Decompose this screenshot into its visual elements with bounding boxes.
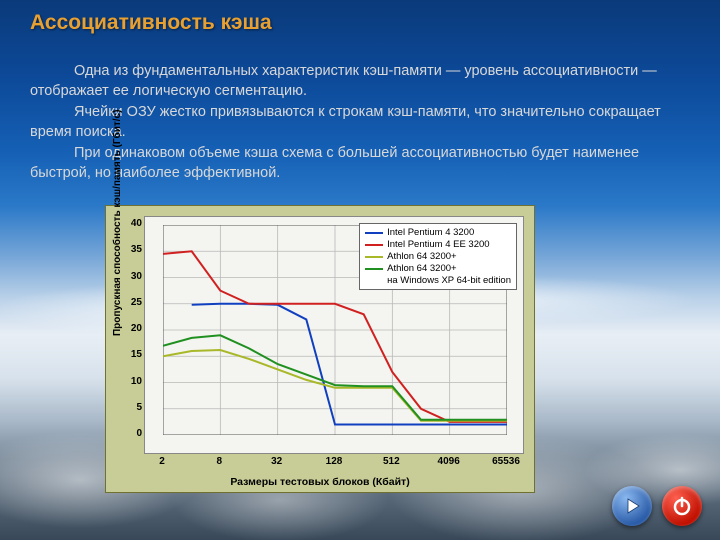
y-tick-label: 5 xyxy=(128,402,142,413)
x-axis-label: Размеры тестовых блоков (Кбайт) xyxy=(106,476,534,488)
y-tick-label: 15 xyxy=(128,349,142,360)
chart-plot-area: Intel Pentium 4 3200Intel Pentium 4 EE 3… xyxy=(144,216,524,454)
play-button[interactable] xyxy=(612,486,652,526)
legend-label: Athlon 64 3200+ xyxy=(387,251,456,263)
legend-swatch xyxy=(365,244,383,246)
x-tick-label: 4096 xyxy=(429,456,469,467)
legend-label: Intel Pentium 4 EE 3200 xyxy=(387,239,489,251)
paragraph: При одинаковом объеме кэша схема с больш… xyxy=(30,144,680,183)
legend-label: Intel Pentium 4 3200 xyxy=(387,227,474,239)
chart-frame: Пропускная способность кэш/память (Гбит/… xyxy=(105,205,535,493)
chart-legend: Intel Pentium 4 3200Intel Pentium 4 EE 3… xyxy=(359,223,517,290)
legend-swatch xyxy=(365,232,383,234)
paragraph: Одна из фундаментальных характеристик кэ… xyxy=(30,62,680,101)
legend-swatch xyxy=(365,256,383,258)
paragraph: Ячейки ОЗУ жестко привязываются к строка… xyxy=(30,103,680,142)
power-icon xyxy=(671,495,693,517)
play-icon xyxy=(622,496,642,516)
y-tick-label: 30 xyxy=(128,271,142,282)
x-tick-label: 32 xyxy=(257,456,297,467)
y-tick-label: 40 xyxy=(128,218,142,229)
legend-item: Athlon 64 3200+ xyxy=(365,263,511,275)
x-tick-label: 8 xyxy=(199,456,239,467)
legend-item: Intel Pentium 4 EE 3200 xyxy=(365,239,511,251)
power-button[interactable] xyxy=(662,486,702,526)
legend-item: на Windows XP 64-bit edition xyxy=(365,275,511,287)
y-tick-label: 10 xyxy=(128,376,142,387)
x-tick-label: 512 xyxy=(371,456,411,467)
legend-label: Athlon 64 3200+ xyxy=(387,263,456,275)
legend-label: на Windows XP 64-bit edition xyxy=(387,275,511,287)
y-tick-label: 20 xyxy=(128,323,142,334)
x-tick-label: 2 xyxy=(142,456,182,467)
y-tick-label: 35 xyxy=(128,244,142,255)
legend-item: Intel Pentium 4 3200 xyxy=(365,227,511,239)
body-text: Одна из фундаментальных характеристик кэ… xyxy=(30,62,680,185)
x-tick-label: 128 xyxy=(314,456,354,467)
y-tick-label: 0 xyxy=(128,428,142,439)
slide-title: Ассоциативность кэша xyxy=(30,10,272,35)
legend-swatch xyxy=(365,268,383,270)
legend-swatch xyxy=(365,279,383,281)
y-axis-label: Пропускная способность кэш/память (Гбит/… xyxy=(112,110,123,336)
y-tick-label: 25 xyxy=(128,297,142,308)
legend-item: Athlon 64 3200+ xyxy=(365,251,511,263)
x-tick-label: 65536 xyxy=(486,456,526,467)
